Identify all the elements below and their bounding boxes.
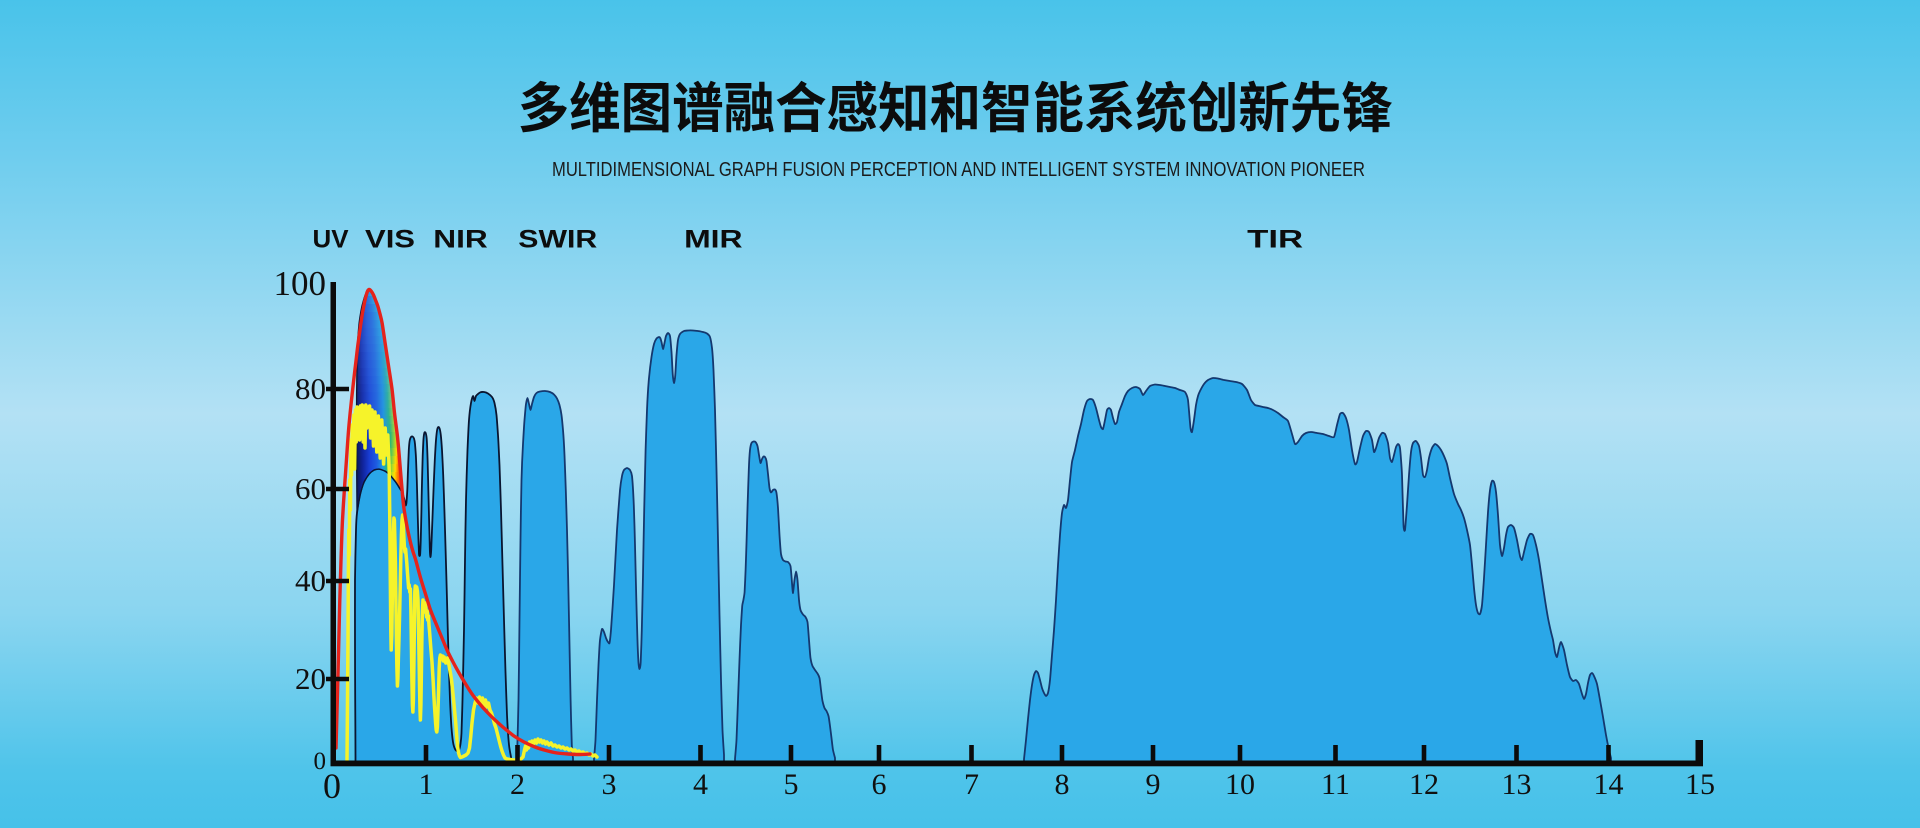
svg-text:13: 13 <box>1502 768 1532 801</box>
svg-text:11: 11 <box>1321 768 1350 801</box>
svg-text:100: 100 <box>274 264 327 303</box>
svg-text:TIR: TIR <box>1247 226 1303 254</box>
svg-text:SWIR: SWIR <box>518 226 597 254</box>
svg-text:15: 15 <box>1685 768 1715 801</box>
svg-text:60: 60 <box>295 471 326 506</box>
svg-text:14: 14 <box>1594 768 1624 801</box>
svg-text:MULTIDIMENSIONAL GRAPH FUSION: MULTIDIMENSIONAL GRAPH FUSION PERCEPTION… <box>552 158 1365 181</box>
svg-text:6: 6 <box>872 768 887 801</box>
svg-text:0: 0 <box>323 766 341 806</box>
svg-text:7: 7 <box>964 768 979 801</box>
svg-text:MIR: MIR <box>684 226 743 254</box>
svg-text:2: 2 <box>510 768 525 801</box>
svg-text:8: 8 <box>1055 768 1070 801</box>
svg-text:12: 12 <box>1409 768 1439 801</box>
svg-text:NIR: NIR <box>433 226 488 254</box>
svg-text:3: 3 <box>602 768 617 801</box>
svg-text:20: 20 <box>295 661 326 696</box>
svg-text:10: 10 <box>1225 768 1255 801</box>
svg-text:4: 4 <box>693 768 708 801</box>
svg-text:VIS: VIS <box>365 226 415 254</box>
svg-text:80: 80 <box>295 371 326 406</box>
svg-text:9: 9 <box>1146 768 1161 801</box>
svg-text:UV: UV <box>313 226 349 254</box>
svg-text:0: 0 <box>314 748 327 775</box>
svg-text:40: 40 <box>295 563 326 598</box>
svg-text:1: 1 <box>419 768 434 801</box>
svg-text:5: 5 <box>784 768 799 801</box>
